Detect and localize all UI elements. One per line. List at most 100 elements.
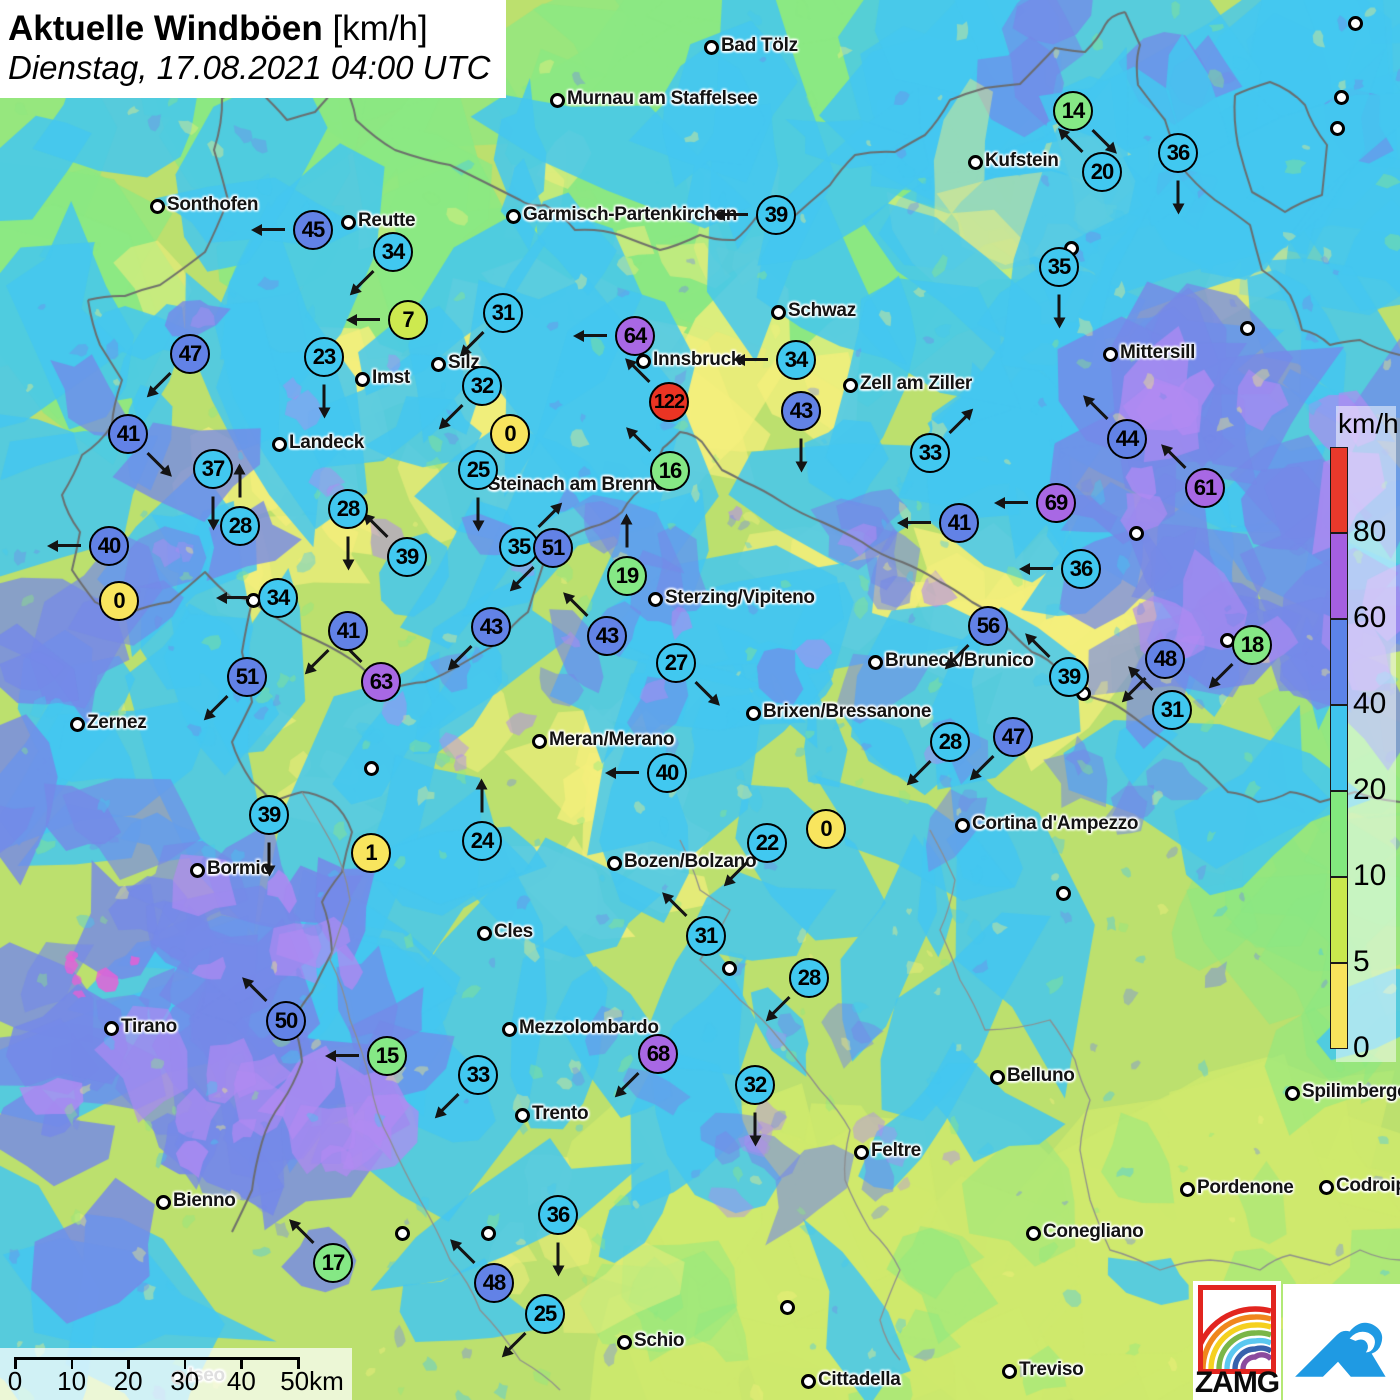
city-dot bbox=[801, 1374, 816, 1389]
station-gust-value: 1 bbox=[365, 840, 377, 865]
station-gust-marker: 41 bbox=[328, 611, 368, 651]
station-gust-marker: 50 bbox=[266, 1001, 306, 1041]
city-dot bbox=[1026, 1226, 1041, 1241]
city-dot bbox=[617, 1335, 632, 1350]
station-gust-value: 122 bbox=[653, 390, 685, 413]
station-gust-marker: 32 bbox=[462, 366, 502, 406]
wind-direction-arrow-n bbox=[625, 523, 629, 548]
title-box: Aktuelle Windböen [km/h] Dienstag, 17.08… bbox=[0, 0, 507, 99]
city-label: Sonthofen bbox=[167, 194, 259, 215]
station-gust-marker: 22 bbox=[747, 823, 787, 863]
station-gust-value: 0 bbox=[820, 816, 832, 841]
city-dot bbox=[502, 1022, 517, 1037]
city-label: Murnau am Staffelsee bbox=[567, 88, 758, 109]
station-gust-marker: 39 bbox=[249, 795, 289, 835]
station-gust-value: 28 bbox=[228, 513, 253, 538]
station-gust-marker: 43 bbox=[781, 391, 821, 431]
station-gust-marker: 34 bbox=[373, 232, 413, 272]
station-gust-marker: 45 bbox=[293, 210, 333, 250]
station-gust-marker: 33 bbox=[910, 433, 950, 473]
station-gust-marker: 56 bbox=[968, 606, 1008, 646]
city-dot bbox=[272, 437, 287, 452]
map-title: Aktuelle Windböen [km/h] bbox=[8, 8, 490, 49]
station-gust-marker: 25 bbox=[525, 1294, 565, 1334]
station-gust-value: 17 bbox=[321, 1250, 346, 1275]
station-gust-value: 35 bbox=[1047, 254, 1072, 279]
scale-bar: 0 10 20 30 40 50km bbox=[0, 1348, 352, 1400]
station-gust-value: 39 bbox=[764, 202, 789, 227]
city-label: Sterzing/Vipiteno bbox=[665, 587, 815, 608]
wind-direction-arrow-s bbox=[753, 1112, 757, 1137]
city-dot bbox=[746, 706, 761, 721]
city-label: Steinach am Brenner bbox=[487, 474, 673, 495]
station-gust-value: 23 bbox=[312, 344, 337, 369]
wind-direction-arrow-w bbox=[226, 596, 250, 599]
station-gust-marker: 47 bbox=[993, 717, 1033, 757]
station-gust-marker: 69 bbox=[1036, 483, 1076, 523]
scale-tick bbox=[70, 1357, 74, 1369]
station-gust-value: 39 bbox=[257, 802, 282, 827]
station-gust-value: 64 bbox=[623, 323, 648, 348]
map-title-unit: [km/h] bbox=[332, 9, 428, 48]
wind-direction-arrow-w bbox=[335, 1054, 359, 1057]
wind-direction-arrow-s bbox=[799, 438, 803, 463]
wind-direction-arrow-w bbox=[583, 334, 607, 337]
station-gust-value: 31 bbox=[1160, 697, 1185, 722]
city-dot bbox=[990, 1070, 1005, 1085]
city-label: Bozen/Bolzano bbox=[624, 851, 757, 872]
station-gust-value: 39 bbox=[1057, 664, 1082, 689]
station-gust-value: 27 bbox=[664, 650, 689, 675]
city-label: Schio bbox=[634, 1330, 685, 1351]
station-gust-marker: 35 bbox=[1039, 247, 1079, 287]
station-gust-value: 16 bbox=[658, 458, 683, 483]
station-gust-value: 41 bbox=[116, 421, 141, 446]
scale-tick bbox=[297, 1357, 300, 1369]
wind-direction-arrow-s bbox=[211, 496, 215, 521]
city-label: Bormio bbox=[207, 858, 272, 879]
station-gust-marker: 41 bbox=[108, 414, 148, 454]
station-gust-marker: 37 bbox=[193, 449, 233, 489]
station-gust-value: 35 bbox=[507, 534, 532, 559]
station-gust-marker: 34 bbox=[776, 340, 816, 380]
station-gust-value: 61 bbox=[1193, 475, 1218, 500]
city-dot bbox=[607, 856, 622, 871]
station-gust-value: 68 bbox=[646, 1041, 671, 1066]
city-dot bbox=[1180, 1182, 1195, 1197]
station-gust-value: 39 bbox=[395, 544, 420, 569]
station-gust-marker: 14 bbox=[1053, 91, 1093, 131]
station-gust-value: 33 bbox=[918, 440, 943, 465]
scale-tick bbox=[127, 1357, 130, 1369]
station-gust-marker: 31 bbox=[1152, 690, 1192, 730]
city-dot bbox=[477, 926, 492, 941]
wind-direction-arrow-s bbox=[322, 384, 326, 409]
station-gust-value: 43 bbox=[789, 398, 814, 423]
station-gust-value: 41 bbox=[947, 510, 972, 535]
station-gust-value: 28 bbox=[336, 496, 361, 521]
station-gust-value: 28 bbox=[938, 729, 963, 754]
station-gust-value: 32 bbox=[743, 1072, 768, 1097]
legend-tick-label: 60 bbox=[1353, 601, 1387, 634]
station-gust-marker: 61 bbox=[1185, 468, 1225, 508]
legend-segment-20 bbox=[1330, 705, 1348, 791]
station-gust-marker: 36 bbox=[1158, 133, 1198, 173]
city-dot bbox=[150, 199, 165, 214]
wind-direction-arrow-s bbox=[476, 497, 480, 522]
station-gust-marker: 17 bbox=[313, 1243, 353, 1283]
city-label: Garmisch-Partenkirchen bbox=[523, 204, 738, 225]
station-gust-value: 0 bbox=[113, 588, 125, 613]
zamg-wordmark: ZAMG bbox=[1194, 1366, 1280, 1399]
city-dot bbox=[515, 1108, 530, 1123]
city-label: Conegliano bbox=[1043, 1221, 1144, 1242]
station-gust-marker: 51 bbox=[227, 657, 267, 697]
city-label: Brixen/Bressanone bbox=[763, 701, 932, 722]
station-gust-value: 41 bbox=[336, 618, 361, 643]
station-gust-value: 36 bbox=[1069, 556, 1094, 581]
city-dot bbox=[1129, 526, 1144, 541]
legend-tick-label: 5 bbox=[1353, 945, 1370, 978]
station-gust-marker: 28 bbox=[220, 506, 260, 546]
city-label: Landeck bbox=[289, 432, 364, 453]
station-gust-value: 51 bbox=[541, 535, 566, 560]
legend-tick-label: 20 bbox=[1353, 773, 1387, 806]
station-gust-value: 56 bbox=[976, 613, 1001, 638]
station-gust-marker: 31 bbox=[483, 293, 523, 333]
